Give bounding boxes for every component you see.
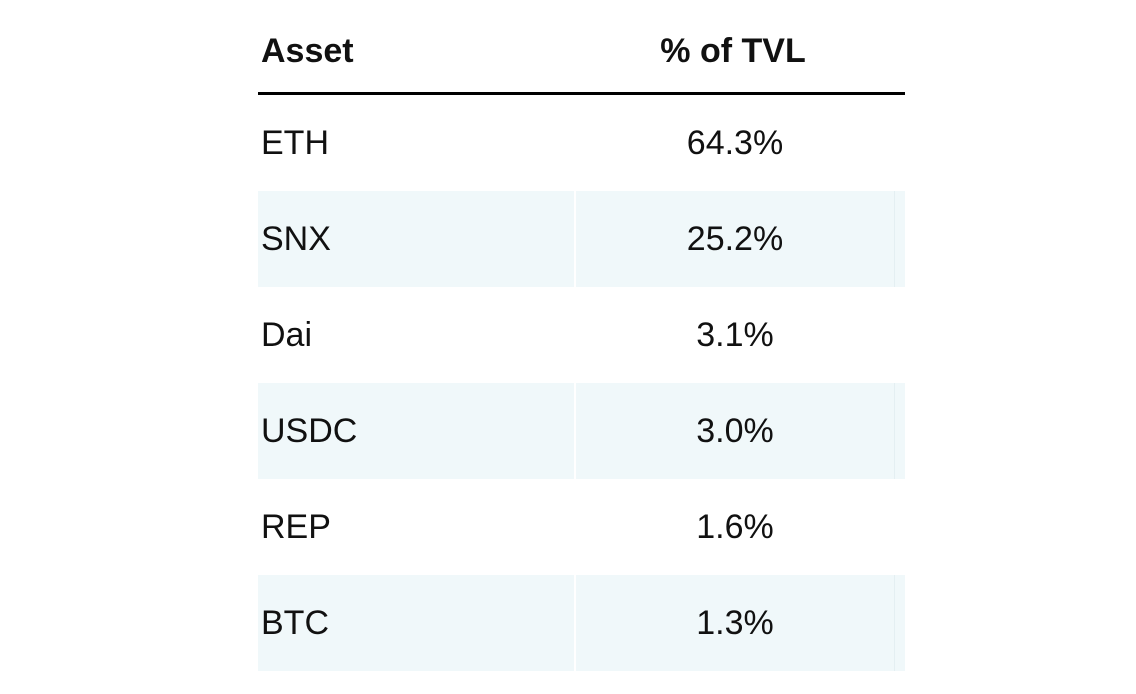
edge-strip (895, 287, 905, 383)
table-header-row: Asset % of TVL (258, 0, 905, 92)
column-header-pct-of-tvl: % of TVL (660, 31, 806, 70)
table-row-usdc: USDC 3.0% (258, 383, 905, 479)
table-row-btc: BTC 1.3% (258, 575, 905, 671)
table-row-eth: ETH 64.3% (258, 95, 905, 191)
right-seam (894, 383, 895, 479)
asset-cell: REP (261, 507, 331, 546)
header-rule (258, 92, 905, 95)
pct-cell: 1.3% (576, 575, 894, 671)
table-row-dai: Dai 3.1% (258, 287, 905, 383)
tvl-table: Asset % of TVL ETH 64.3% SNX 25.2% Dai 3… (258, 0, 905, 671)
edge-strip (895, 191, 905, 287)
table-row-rep: REP 1.6% (258, 479, 905, 575)
pct-cell: 3.0% (576, 383, 894, 479)
pct-cell: 64.3% (686, 123, 784, 162)
table-row-snx: SNX 25.2% (258, 191, 905, 287)
right-seam (894, 575, 895, 671)
edge-strip (895, 479, 905, 575)
edge-strip (895, 575, 905, 671)
right-seam (894, 191, 895, 287)
asset-cell: Dai (261, 315, 313, 354)
edge-strip (895, 383, 905, 479)
asset-cell: USDC (258, 383, 574, 479)
pct-cell: 3.1% (696, 315, 774, 354)
column-header-asset: Asset (261, 31, 354, 70)
pct-cell: 1.6% (696, 507, 774, 546)
edge-strip (895, 95, 905, 191)
asset-cell: BTC (258, 575, 574, 671)
asset-cell: ETH (261, 123, 329, 162)
asset-cell: SNX (258, 191, 574, 287)
pct-cell: 25.2% (576, 191, 894, 287)
header-spacer (892, 10, 905, 92)
